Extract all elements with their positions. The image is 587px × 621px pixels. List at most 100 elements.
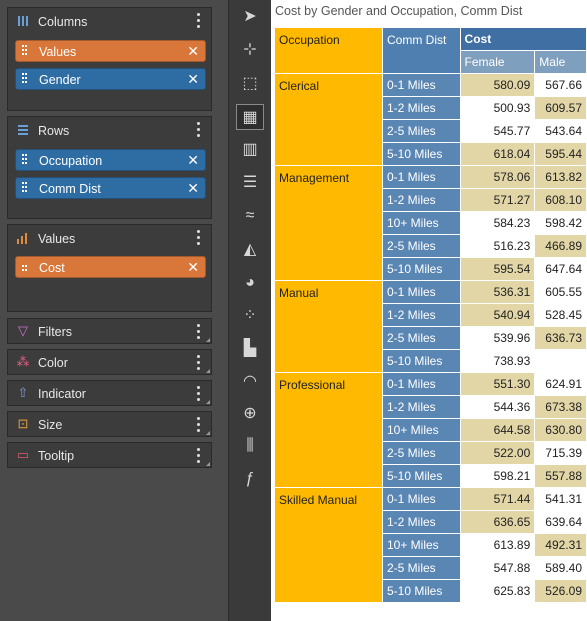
female-cost-cell[interactable]: 571.44 bbox=[459, 487, 536, 511]
female-cost-cell[interactable]: 625.83 bbox=[459, 579, 536, 603]
text-icon[interactable]: ⫼ bbox=[246, 437, 254, 454]
comm-dist-cell[interactable]: 1-2 Miles bbox=[381, 303, 461, 327]
comm-dist-cell[interactable]: 10+ Miles bbox=[381, 418, 461, 442]
female-cost-cell[interactable]: 595.54 bbox=[459, 257, 536, 281]
remove-icon[interactable]: ✕ bbox=[187, 71, 199, 87]
male-cost-cell[interactable]: 466.89 bbox=[534, 234, 587, 258]
female-cost-cell[interactable]: 545.77 bbox=[459, 119, 536, 143]
color-menu-icon[interactable] bbox=[197, 355, 201, 371]
occupation-cell[interactable]: Clerical bbox=[274, 73, 383, 166]
comm-dist-cell[interactable]: 0-1 Miles bbox=[381, 372, 461, 396]
color-card[interactable]: ⁂ Color bbox=[7, 349, 212, 375]
female-cost-cell[interactable]: 551.30 bbox=[459, 372, 536, 396]
male-cost-cell[interactable]: 715.39 bbox=[534, 441, 587, 465]
scatter-chart-icon[interactable]: ⁘ bbox=[243, 307, 257, 324]
occupation-cell[interactable]: Manual bbox=[274, 280, 383, 373]
select-area-icon[interactable]: ⬚ bbox=[242, 75, 258, 92]
values-pill-cost[interactable]: Cost ✕ bbox=[15, 256, 206, 278]
comm-dist-cell[interactable]: 1-2 Miles bbox=[381, 510, 461, 534]
female-cost-cell[interactable]: 500.93 bbox=[459, 96, 536, 120]
female-cost-cell[interactable]: 544.36 bbox=[459, 395, 536, 419]
area-chart-icon[interactable]: ◭ bbox=[243, 241, 257, 258]
remove-icon[interactable]: ✕ bbox=[187, 180, 199, 196]
male-cost-cell[interactable]: 636.73 bbox=[534, 326, 587, 350]
comm-dist-cell[interactable]: 2-5 Miles bbox=[381, 326, 461, 350]
male-cost-cell[interactable]: 605.55 bbox=[534, 280, 587, 304]
tooltip-menu-icon[interactable] bbox=[197, 448, 201, 464]
male-cost-cell[interactable]: 567.66 bbox=[534, 73, 587, 97]
indicator-menu-icon[interactable] bbox=[197, 386, 201, 402]
male-cost-cell[interactable]: 630.80 bbox=[534, 418, 587, 442]
columns-pill-values[interactable]: Values ✕ bbox=[15, 40, 206, 62]
add-field-icon[interactable]: ⊹ bbox=[243, 41, 257, 58]
remove-icon[interactable]: ✕ bbox=[187, 259, 199, 275]
male-cost-cell[interactable]: 647.64 bbox=[534, 257, 587, 281]
gauge-icon[interactable]: ◠ bbox=[243, 373, 257, 390]
rows-menu-icon[interactable] bbox=[197, 122, 201, 138]
tooltip-card[interactable]: ▭ Tooltip bbox=[7, 442, 212, 468]
comm-dist-cell[interactable]: 1-2 Miles bbox=[381, 96, 461, 120]
header-female[interactable]: Female bbox=[459, 50, 536, 74]
comm-dist-cell[interactable]: 5-10 Miles bbox=[381, 257, 461, 281]
female-cost-cell[interactable]: 636.65 bbox=[459, 510, 536, 534]
female-cost-cell[interactable]: 644.58 bbox=[459, 418, 536, 442]
comm-dist-cell[interactable]: 10+ Miles bbox=[381, 211, 461, 235]
column-chart-icon[interactable]: ▥ bbox=[242, 141, 258, 158]
formula-icon[interactable]: ƒ bbox=[245, 470, 255, 487]
female-cost-cell[interactable]: 539.96 bbox=[459, 326, 536, 350]
size-card[interactable]: ⊡ Size bbox=[7, 411, 212, 437]
treemap-icon[interactable]: ▙ bbox=[243, 340, 257, 357]
female-cost-cell[interactable]: 578.06 bbox=[459, 165, 536, 189]
female-cost-cell[interactable]: 547.88 bbox=[459, 556, 536, 580]
pie-chart-icon[interactable]: ◕ bbox=[245, 274, 255, 291]
comm-dist-cell[interactable]: 2-5 Miles bbox=[381, 441, 461, 465]
rows-pill-occupation[interactable]: Occupation ✕ bbox=[15, 149, 206, 171]
female-cost-cell[interactable]: 536.31 bbox=[459, 280, 536, 304]
male-cost-cell[interactable]: 589.40 bbox=[534, 556, 587, 580]
indicator-card[interactable]: ⇧ Indicator bbox=[7, 380, 212, 406]
male-cost-cell[interactable]: 613.82 bbox=[534, 165, 587, 189]
comm-dist-cell[interactable]: 5-10 Miles bbox=[381, 464, 461, 488]
comm-dist-cell[interactable]: 0-1 Miles bbox=[381, 165, 461, 189]
male-cost-cell[interactable]: 492.31 bbox=[534, 533, 587, 557]
header-male[interactable]: Male bbox=[534, 50, 587, 74]
female-cost-cell[interactable]: 613.89 bbox=[459, 533, 536, 557]
comm-dist-cell[interactable]: 10+ Miles bbox=[381, 533, 461, 557]
comm-dist-cell[interactable]: 1-2 Miles bbox=[381, 188, 461, 212]
male-cost-cell[interactable]: 543.64 bbox=[534, 119, 587, 143]
comm-dist-cell[interactable]: 0-1 Miles bbox=[381, 280, 461, 304]
comm-dist-cell[interactable]: 5-10 Miles bbox=[381, 349, 461, 373]
size-menu-icon[interactable] bbox=[197, 417, 201, 433]
occupation-cell[interactable]: Professional bbox=[274, 372, 383, 488]
comm-dist-cell[interactable]: 0-1 Miles bbox=[381, 487, 461, 511]
male-cost-cell[interactable] bbox=[534, 349, 587, 373]
values-zone[interactable]: Values Cost ✕ bbox=[7, 224, 212, 312]
male-cost-cell[interactable]: 609.57 bbox=[534, 96, 587, 120]
male-cost-cell[interactable]: 541.31 bbox=[534, 487, 587, 511]
remove-icon[interactable]: ✕ bbox=[187, 43, 199, 59]
male-cost-cell[interactable]: 526.09 bbox=[534, 579, 587, 603]
bar-chart-icon[interactable]: ☰ bbox=[242, 174, 258, 191]
comm-dist-cell[interactable]: 5-10 Miles bbox=[381, 579, 461, 603]
occupation-cell[interactable]: Management bbox=[274, 165, 383, 281]
female-cost-cell[interactable]: 516.23 bbox=[459, 234, 536, 258]
female-cost-cell[interactable]: 618.04 bbox=[459, 142, 536, 166]
values-menu-icon[interactable] bbox=[197, 230, 201, 246]
male-cost-cell[interactable]: 624.91 bbox=[534, 372, 587, 396]
female-cost-cell[interactable]: 522.00 bbox=[459, 441, 536, 465]
pivot-table[interactable]: Occupation Comm Dist Cost Female Male Cl… bbox=[274, 27, 587, 603]
columns-pill-gender[interactable]: Gender ✕ bbox=[15, 68, 206, 90]
header-comm-dist[interactable]: Comm Dist bbox=[381, 27, 461, 74]
male-cost-cell[interactable]: 528.45 bbox=[534, 303, 587, 327]
line-chart-icon[interactable]: ≈ bbox=[245, 207, 255, 224]
comm-dist-cell[interactable]: 2-5 Miles bbox=[381, 556, 461, 580]
grid-icon[interactable]: ▦ bbox=[236, 104, 264, 130]
header-cost[interactable]: Cost bbox=[459, 27, 587, 51]
occupation-cell[interactable]: Skilled Manual bbox=[274, 487, 383, 603]
header-occupation[interactable]: Occupation bbox=[274, 27, 383, 74]
female-cost-cell[interactable]: 540.94 bbox=[459, 303, 536, 327]
columns-zone[interactable]: Columns Values ✕ Gender ✕ bbox=[7, 7, 212, 111]
male-cost-cell[interactable]: 595.44 bbox=[534, 142, 587, 166]
comm-dist-cell[interactable]: 2-5 Miles bbox=[381, 234, 461, 258]
remove-icon[interactable]: ✕ bbox=[187, 152, 199, 168]
